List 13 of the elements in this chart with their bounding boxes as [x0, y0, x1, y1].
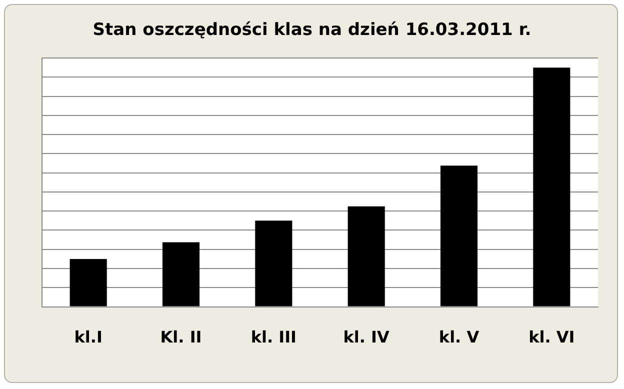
- x-tick-label: kl. IV: [343, 328, 390, 347]
- x-tick-label: kl.I: [74, 328, 102, 347]
- x-tick-label: kl. V: [438, 328, 480, 347]
- x-tick-label: Kl. II: [160, 328, 202, 347]
- bar: [440, 166, 478, 306]
- bar: [70, 258, 107, 306]
- bar: [162, 242, 200, 306]
- bar: [348, 206, 385, 306]
- x-tick-label: kl. III: [250, 328, 296, 347]
- chart-title: Stan oszczędności klas na dzień 16.03.2011 r.: [92, 20, 532, 40]
- x-tick-label: kl. VI: [528, 328, 575, 347]
- bar: [533, 68, 570, 306]
- bar: [255, 220, 292, 306]
